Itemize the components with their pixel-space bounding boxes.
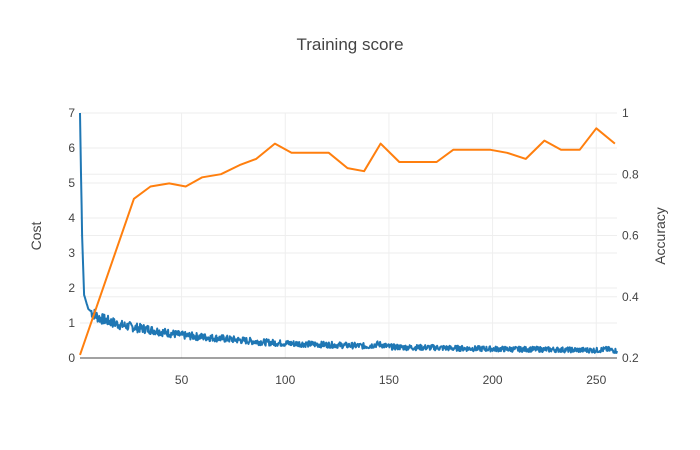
y-tick-label: 6 [68, 141, 75, 155]
x-tick-label: 250 [586, 373, 606, 387]
x-tick-label: 100 [275, 373, 295, 387]
y2-tick-label: 0.2 [622, 351, 639, 365]
series-line-cost [79, 112, 618, 354]
y-tick-label: 4 [68, 211, 75, 225]
y-tick-label: 2 [68, 281, 75, 295]
series-layer [79, 112, 618, 356]
y-axis-title: Cost [28, 222, 44, 251]
y2-tick-label: 0.4 [622, 290, 639, 304]
x-tick-label: 200 [483, 373, 503, 387]
y2-tick-label: 0.8 [622, 167, 639, 181]
tick-labels: 50 100 150 200 250 0 1 2 3 4 5 6 7 0.2 0.4 0.6 0.8 1 [68, 106, 639, 387]
y-tick-label: 0 [68, 351, 75, 365]
y2-axis-title: Accuracy [652, 207, 668, 265]
x-tick-label: 50 [175, 373, 189, 387]
series-line-accuracy [79, 127, 616, 356]
y-tick-label: 1 [68, 316, 75, 330]
y2-tick-label: 1 [622, 106, 629, 120]
x-tick-label: 150 [379, 373, 399, 387]
y2-tick-label: 0.6 [622, 229, 639, 243]
chart-title: Training score [296, 35, 403, 54]
y-tick-label: 5 [68, 176, 75, 190]
y-tick-label: 3 [68, 246, 75, 260]
y-tick-label: 7 [68, 106, 75, 120]
